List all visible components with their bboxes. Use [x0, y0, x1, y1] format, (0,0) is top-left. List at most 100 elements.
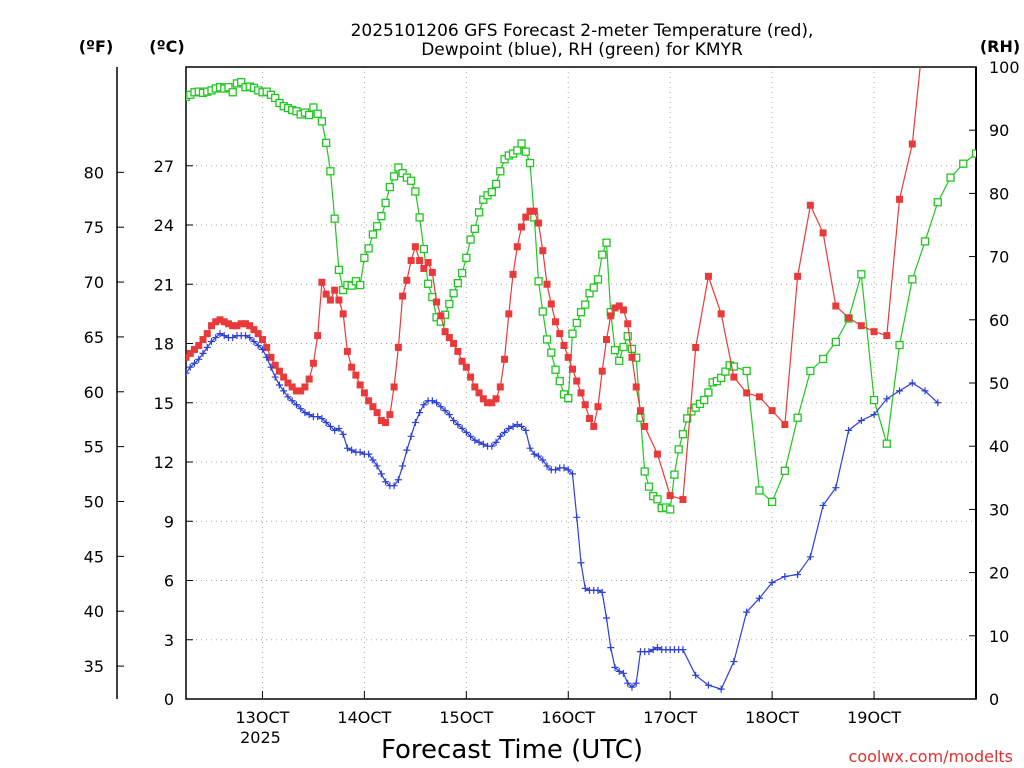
dewpoint-point: [458, 424, 466, 432]
dewpoint-point: [581, 584, 589, 592]
rh-point: [564, 394, 573, 403]
temperature-point: [284, 379, 292, 387]
fahrenheit-tick-label: 70: [84, 273, 104, 292]
dewpoint-point: [450, 417, 458, 425]
temperature-point: [246, 322, 254, 330]
rh-point: [946, 173, 955, 182]
temperature-point: [428, 268, 436, 276]
dewpoint-point: [250, 338, 258, 346]
x-tick-label: 16OCT: [541, 708, 595, 727]
rh-point: [462, 253, 471, 263]
celsius-tick-label: 24: [154, 216, 174, 235]
temperature-point: [870, 328, 878, 336]
fahrenheit-tick-label: 35: [84, 657, 104, 676]
dewpoint-point: [530, 450, 538, 458]
temperature-point: [441, 328, 449, 336]
dewpoint-point: [577, 559, 585, 567]
dewpoint-point: [619, 669, 627, 677]
temperature-point: [450, 340, 458, 347]
dewpoint-point: [403, 446, 411, 454]
temperature-point: [263, 343, 271, 351]
temperature-point: [619, 306, 627, 314]
dewpoint-point: [870, 411, 878, 419]
dewpoint-point: [331, 426, 339, 434]
temperature-point: [416, 257, 424, 265]
temperature-point: [326, 296, 334, 304]
temperature-point: [552, 318, 560, 326]
fahrenheit-tick-label: 50: [84, 493, 104, 512]
rh-point: [615, 356, 624, 366]
temperature-point: [335, 296, 343, 304]
rh-point: [729, 362, 739, 371]
dewpoint-point: [692, 671, 700, 679]
dewpoint-point: [186, 363, 194, 371]
temperature-point: [254, 330, 262, 338]
x-axis-label: Forecast Time (UTC): [381, 735, 643, 765]
temperature-point: [590, 422, 598, 430]
temperature-point: [692, 343, 700, 351]
temperature-point: [458, 357, 466, 365]
dewpoint-point: [679, 646, 687, 654]
dewpoint-point: [297, 405, 305, 413]
dewpoint-point: [845, 426, 853, 434]
dewpoint-point: [560, 464, 568, 472]
temperature-point: [339, 310, 347, 318]
fahrenheit-tick-label: 60: [84, 383, 104, 402]
celsius-tick-label: 0: [164, 690, 174, 709]
dewpoint-point: [832, 484, 840, 492]
dewpoint-point: [288, 397, 296, 405]
dewpoint-point: [768, 578, 776, 586]
dewpoint-point: [501, 428, 509, 436]
rh-point: [534, 277, 543, 286]
dewpoint-point: [382, 478, 390, 486]
rh-point: [479, 195, 488, 204]
dewpoint-point: [292, 401, 300, 409]
temperature-point: [390, 383, 398, 391]
fahrenheit-tick-label: 40: [84, 602, 104, 621]
dewpoint-point: [390, 482, 398, 490]
temperature-point: [331, 286, 339, 294]
dewpoint-point: [934, 399, 942, 407]
temperature-point: [922, 16, 929, 23]
temperature-point: [467, 373, 475, 381]
fahrenheit-tick-label: 55: [84, 438, 104, 457]
dewpoint-point: [496, 432, 504, 440]
temperature-point: [628, 353, 636, 361]
rh-point: [551, 365, 560, 374]
rh-point: [411, 187, 420, 196]
dewpoint-point: [781, 573, 789, 581]
temperature-point: [424, 259, 432, 267]
temperature-point: [513, 243, 521, 251]
temperature-point: [492, 395, 500, 403]
temperature-point: [543, 280, 551, 288]
dewpoint-point: [373, 462, 381, 470]
temperature-point: [356, 381, 364, 389]
rh-point: [394, 163, 403, 172]
temperature-point: [301, 383, 309, 391]
rh-point: [985, 348, 992, 355]
temperature-point: [585, 415, 593, 423]
temperature-point: [560, 341, 568, 349]
dewpoint-point: [607, 644, 615, 652]
rh-point: [334, 265, 344, 275]
dewpoint-point: [505, 424, 513, 432]
rh-point: [742, 366, 751, 376]
dewpoint-point: [343, 444, 351, 452]
dewpoint-point: [628, 683, 636, 691]
celsius-tick-label: 15: [154, 394, 174, 413]
rh-point: [576, 308, 586, 317]
dewpoint-point: [509, 422, 517, 430]
temperature-point: [505, 310, 513, 318]
rh-point: [326, 167, 335, 176]
rh-point: [521, 147, 530, 156]
grid-lines: [186, 67, 976, 700]
temperature-point: [199, 336, 207, 344]
dewpoint-point: [441, 407, 449, 415]
rh-tick-label: 90: [989, 121, 1009, 140]
dewpoint-point: [632, 679, 640, 687]
rh-point: [445, 299, 454, 309]
rh-point: [721, 367, 730, 376]
dewpoint-point: [564, 466, 572, 474]
fahrenheit-unit-label: (ºF): [79, 37, 114, 56]
rh-point: [933, 198, 942, 207]
